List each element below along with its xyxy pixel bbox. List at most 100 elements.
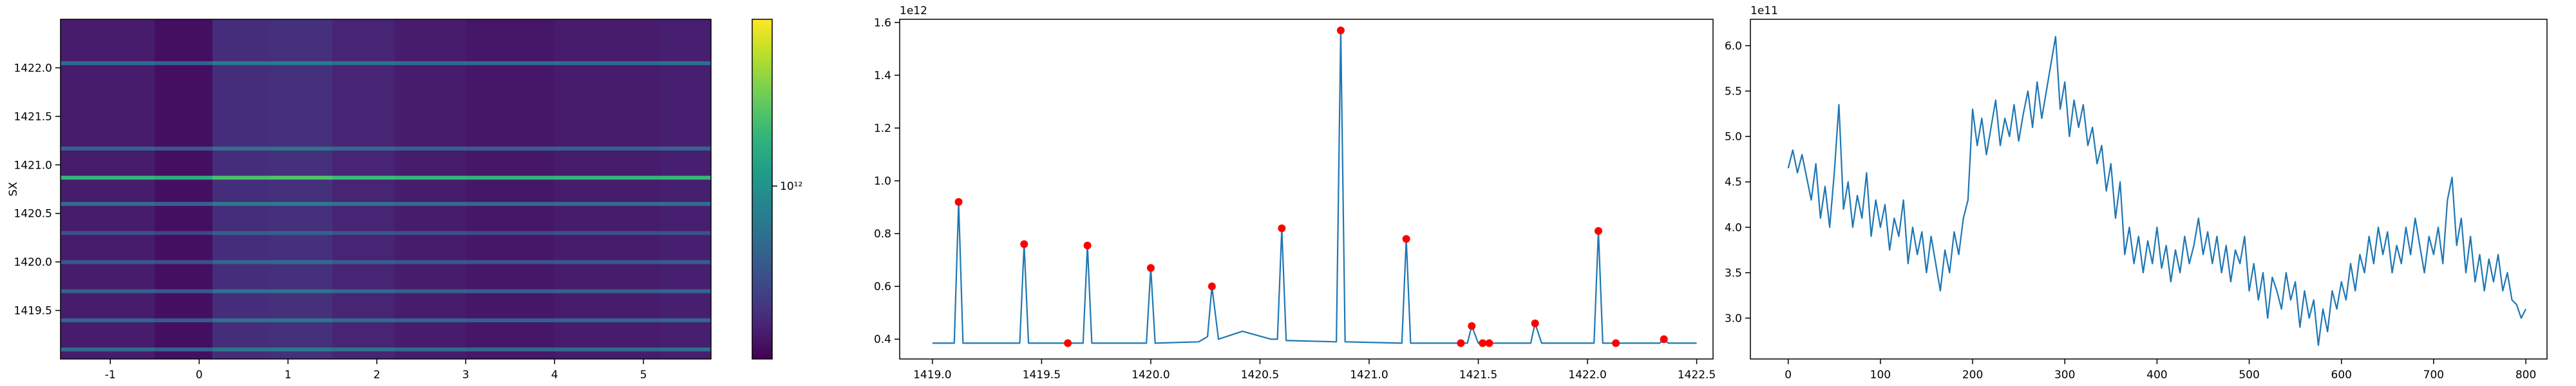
heatmap-cell xyxy=(554,64,662,147)
x-tick-label: 400 xyxy=(2146,369,2167,381)
heatmap-cell xyxy=(554,19,662,62)
heatmap-cell xyxy=(661,64,711,147)
heatmap-cell xyxy=(466,146,555,151)
heatmap-cell xyxy=(212,205,271,232)
heatmap-cell xyxy=(466,150,555,176)
heatmap-cell xyxy=(466,264,555,290)
x-tick-label: 0 xyxy=(1785,369,1792,381)
heatmap-cell xyxy=(270,64,333,147)
y-tick-label: 1422.0 xyxy=(14,62,52,75)
heatmap-cell xyxy=(554,264,662,290)
axes-frame xyxy=(899,19,1714,360)
heatmap-cell xyxy=(394,179,466,202)
heatmap-cell xyxy=(270,205,333,232)
heatmap-cell xyxy=(394,318,466,322)
heatmap-cell xyxy=(155,179,213,202)
heatmap-cell xyxy=(61,150,155,176)
heatmap-cell xyxy=(554,179,662,202)
heatmap-cell xyxy=(554,318,662,322)
peak-point xyxy=(1468,322,1476,330)
x-tick-label: 1422.0 xyxy=(1568,369,1606,381)
x-tick-label: 1421.0 xyxy=(1350,369,1388,381)
peak-point xyxy=(1479,339,1487,347)
heatmap-cell xyxy=(394,60,466,66)
heatmap-cell xyxy=(270,293,333,318)
peak-point xyxy=(1485,339,1493,347)
heatmap-cell xyxy=(212,179,271,202)
heatmap-cell xyxy=(155,19,213,62)
heatmap-cell xyxy=(394,150,466,176)
heatmap-cell xyxy=(554,351,662,359)
heatmap-cell xyxy=(466,19,555,62)
x-tick-label: 200 xyxy=(1962,369,1983,381)
heatmap-cell xyxy=(554,289,662,293)
heatmap-cell xyxy=(155,205,213,232)
peak-point xyxy=(1278,224,1286,232)
heatmap-cell xyxy=(270,175,333,180)
heatmap-cell xyxy=(61,347,155,352)
heatmap-cell xyxy=(661,201,711,206)
heatmap-cell xyxy=(332,347,395,352)
heatmap-cell xyxy=(661,322,711,348)
x-tick-label: 800 xyxy=(2515,369,2536,381)
heatmap-cell xyxy=(466,179,555,202)
heatmap-cell xyxy=(155,347,213,352)
peak-point xyxy=(1402,235,1410,243)
heatmap-cell xyxy=(466,201,555,206)
heatmap-cell xyxy=(332,150,395,176)
heatmap-cell xyxy=(332,234,395,261)
heatmap-cell xyxy=(155,150,213,176)
heatmap-cell xyxy=(212,260,271,264)
heatmap-cell xyxy=(661,234,711,261)
heatmap-cell xyxy=(661,150,711,176)
axes-frame xyxy=(1750,19,2548,360)
heatmap-cell xyxy=(661,289,711,293)
heatmap-cell xyxy=(554,201,662,206)
heatmap-cell xyxy=(466,230,555,235)
heatmap-cell xyxy=(61,293,155,318)
heatmap-cell xyxy=(554,175,662,180)
heatmap-cell xyxy=(466,64,555,147)
heatmap-cell xyxy=(332,264,395,290)
peak-point xyxy=(1064,339,1072,347)
heatmap-cell xyxy=(270,150,333,176)
heatmap-cell xyxy=(212,318,271,322)
heatmap-cell xyxy=(332,179,395,202)
x-tick-label: 5 xyxy=(640,369,647,381)
heatmap-cell xyxy=(270,19,333,62)
y-tick-label: 6.0 xyxy=(1725,40,1742,53)
heatmap-cell xyxy=(61,322,155,348)
heatmap-cell xyxy=(155,146,213,151)
heatmap-cell xyxy=(661,260,711,264)
x-tick-label: 300 xyxy=(2054,369,2075,381)
heatmap-cell xyxy=(212,264,271,290)
y-tick-label: 1419.5 xyxy=(14,305,52,318)
heatmap-cell xyxy=(270,230,333,235)
heatmap-cell xyxy=(212,175,271,180)
heatmap-cell xyxy=(155,234,213,261)
heatmap-cell xyxy=(332,205,395,232)
heatmap-cell xyxy=(466,175,555,180)
x-tick-label: 700 xyxy=(2423,369,2444,381)
heatmap-cell xyxy=(332,289,395,293)
heatmap-cell xyxy=(212,289,271,293)
heatmap-cell xyxy=(661,230,711,235)
heatmap xyxy=(61,19,711,359)
x-tick-label: 4 xyxy=(551,369,558,381)
y-tick-label: 4.5 xyxy=(1725,176,1742,189)
x-tick-label: 100 xyxy=(1870,369,1891,381)
heatmap-cell xyxy=(332,318,395,322)
heatmap-cell xyxy=(212,234,271,261)
heatmap-cell xyxy=(155,175,213,180)
colorbar-tick-label: 10¹² xyxy=(780,180,802,193)
heatmap-cell xyxy=(332,230,395,235)
heatmap-cell xyxy=(155,230,213,235)
heatmap-cell xyxy=(270,322,333,348)
peak-point xyxy=(954,198,963,206)
heatmap-cell xyxy=(270,260,333,264)
heatmap-cell xyxy=(155,260,213,264)
heatmap-cell xyxy=(270,264,333,290)
heatmap-cell xyxy=(394,146,466,151)
